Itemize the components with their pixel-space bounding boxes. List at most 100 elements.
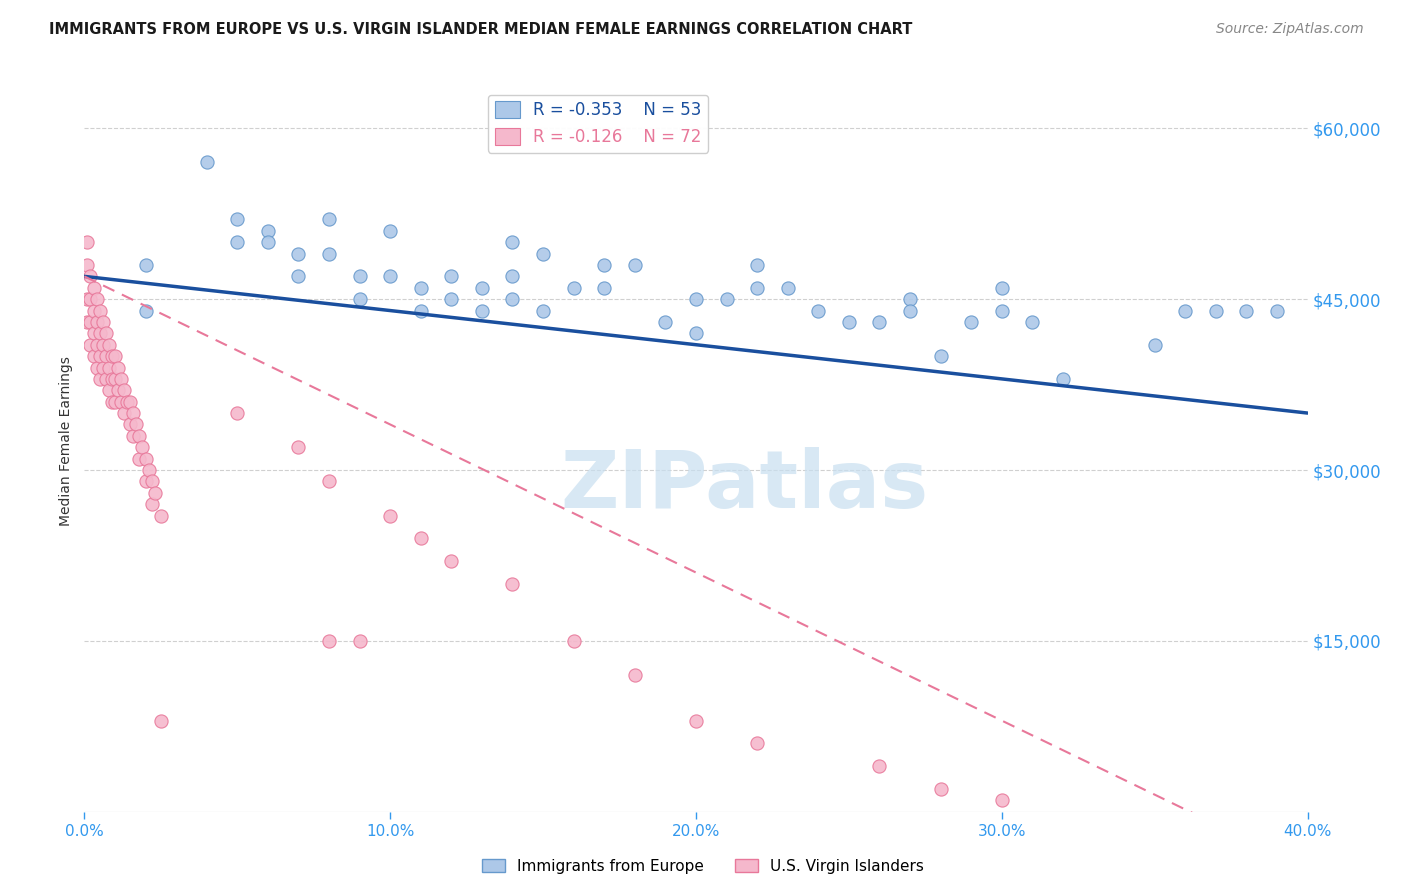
Point: [318, 212, 340, 227]
Point: [91, 360, 114, 375]
Point: [624, 668, 647, 682]
Point: [287, 269, 309, 284]
Point: [991, 303, 1014, 318]
Point: [79, 337, 101, 351]
Point: [143, 485, 166, 500]
Point: [107, 360, 129, 375]
Point: [318, 475, 340, 489]
Point: [502, 269, 524, 284]
Point: [131, 440, 153, 454]
Point: [929, 781, 952, 796]
Point: [122, 429, 145, 443]
Point: [471, 303, 494, 318]
Point: [86, 360, 108, 375]
Point: [91, 337, 114, 351]
Text: IMMIGRANTS FROM EUROPE VS U.S. VIRGIN ISLANDER MEDIAN FEMALE EARNINGS CORRELATIO: IMMIGRANTS FROM EUROPE VS U.S. VIRGIN IS…: [49, 22, 912, 37]
Point: [89, 326, 111, 341]
Point: [125, 417, 148, 432]
Point: [76, 292, 98, 306]
Point: [149, 508, 172, 523]
Point: [1143, 337, 1166, 351]
Point: [318, 633, 340, 648]
Point: [122, 406, 145, 420]
Y-axis label: Median Female Earnings: Median Female Earnings: [59, 357, 73, 526]
Point: [149, 714, 172, 728]
Point: [76, 235, 98, 250]
Point: [287, 246, 309, 260]
Point: [104, 394, 127, 409]
Point: [1021, 315, 1043, 329]
Point: [76, 315, 98, 329]
Point: [409, 303, 432, 318]
Point: [776, 281, 799, 295]
Point: [349, 292, 371, 306]
Point: [380, 269, 402, 284]
Point: [89, 372, 111, 386]
Point: [440, 292, 463, 306]
Point: [226, 406, 249, 420]
Point: [226, 212, 249, 227]
Point: [869, 315, 891, 329]
Text: ZIPatlas: ZIPatlas: [561, 447, 929, 525]
Point: [991, 793, 1014, 807]
Point: [141, 497, 163, 511]
Point: [898, 303, 921, 318]
Point: [654, 315, 676, 329]
Point: [86, 315, 108, 329]
Point: [135, 303, 157, 318]
Point: [112, 406, 135, 420]
Point: [101, 394, 124, 409]
Point: [898, 292, 921, 306]
Point: [195, 155, 218, 169]
Point: [91, 315, 114, 329]
Point: [110, 394, 132, 409]
Point: [83, 281, 105, 295]
Point: [128, 429, 150, 443]
Point: [79, 315, 101, 329]
Point: [104, 349, 127, 363]
Point: [97, 337, 120, 351]
Point: [747, 281, 769, 295]
Point: [716, 292, 738, 306]
Point: [593, 258, 616, 272]
Point: [83, 349, 105, 363]
Point: [94, 326, 117, 341]
Point: [79, 269, 101, 284]
Point: [76, 258, 98, 272]
Point: [349, 269, 371, 284]
Point: [226, 235, 249, 250]
Point: [440, 554, 463, 568]
Point: [120, 394, 142, 409]
Point: [287, 440, 309, 454]
Point: [86, 337, 108, 351]
Point: [97, 384, 120, 398]
Point: [120, 417, 142, 432]
Point: [112, 384, 135, 398]
Point: [531, 303, 554, 318]
Point: [89, 349, 111, 363]
Point: [1174, 303, 1197, 318]
Point: [685, 292, 707, 306]
Point: [83, 326, 105, 341]
Point: [807, 303, 830, 318]
Point: [135, 258, 157, 272]
Point: [747, 258, 769, 272]
Point: [685, 714, 707, 728]
Point: [380, 508, 402, 523]
Point: [471, 281, 494, 295]
Point: [593, 281, 616, 295]
Point: [257, 235, 280, 250]
Point: [101, 349, 124, 363]
Point: [380, 224, 402, 238]
Point: [624, 258, 647, 272]
Point: [135, 475, 157, 489]
Point: [138, 463, 160, 477]
Point: [531, 246, 554, 260]
Point: [94, 349, 117, 363]
Point: [502, 577, 524, 591]
Point: [104, 372, 127, 386]
Point: [115, 394, 138, 409]
Point: [89, 303, 111, 318]
Point: [685, 326, 707, 341]
Point: [1236, 303, 1258, 318]
